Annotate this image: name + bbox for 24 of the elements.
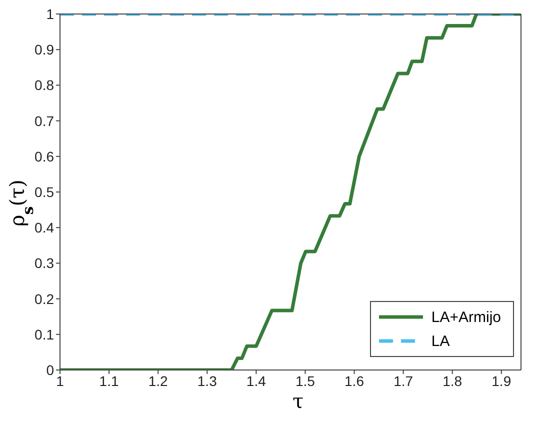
y-tick-label: 0.4: [34, 220, 54, 236]
x-tick-label: 1.4: [246, 372, 266, 389]
legend-label: LA: [431, 332, 450, 350]
x-tick-label: 1: [56, 372, 64, 389]
x-tick-label: 1.2: [148, 372, 168, 389]
y-tick-label: 0.7: [34, 112, 54, 129]
y-tick-label: 0: [46, 362, 54, 378]
x-tick-label: 1.8: [442, 372, 462, 389]
y-tick-label: 0.9: [34, 42, 54, 58]
y-tick-label: 0.2: [34, 290, 54, 307]
x-tick-label: 1.7: [394, 372, 414, 389]
legend-label: LA+Armijo: [431, 308, 501, 326]
y-tick-label: 0.3: [34, 255, 54, 272]
y-tick-label: 1: [46, 6, 54, 22]
x-tick-label: 1.5: [295, 372, 316, 389]
x-tick-label: 1.9: [492, 372, 512, 389]
y-tick-label: 0.5: [34, 184, 54, 200]
x-tick-label: 1.3: [197, 372, 218, 389]
y-tick-label: 0.1: [34, 326, 54, 342]
y-tick-label: 0.8: [34, 77, 54, 94]
x-tick-label: 1.6: [344, 372, 364, 389]
y-tick-label: 0.6: [34, 148, 54, 164]
x-tick-label: 1.1: [99, 372, 119, 389]
x-axis-title: τ: [292, 389, 304, 413]
